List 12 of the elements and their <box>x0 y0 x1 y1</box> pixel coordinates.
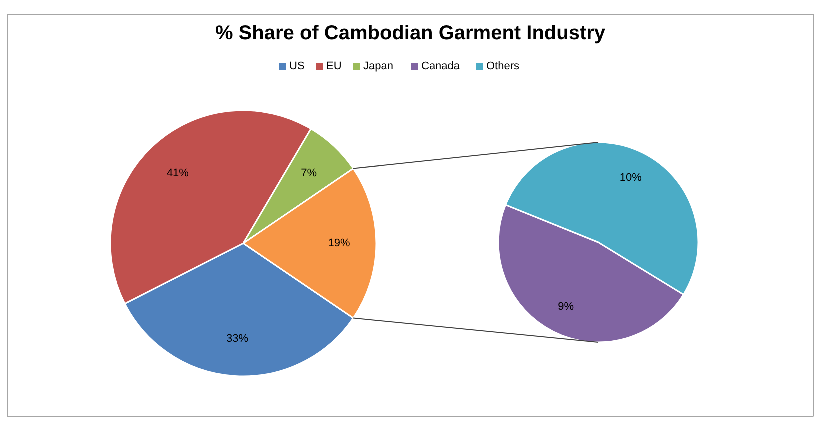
data-label: 7% <box>301 168 318 180</box>
data-label: 9% <box>558 300 574 313</box>
legend-label: Japan <box>364 60 394 72</box>
legend-label: Canada <box>422 60 461 72</box>
legend-label: US <box>290 60 305 72</box>
data-label: 41% <box>166 168 190 180</box>
data-label: 33% <box>226 333 249 346</box>
legend-label: EU <box>326 60 342 72</box>
data-label: 10% <box>620 172 642 184</box>
data-label: 19% <box>328 238 350 250</box>
legend-label: Others <box>486 60 520 72</box>
chart-title: % Share of Cambodian Garment Industry <box>215 22 606 44</box>
